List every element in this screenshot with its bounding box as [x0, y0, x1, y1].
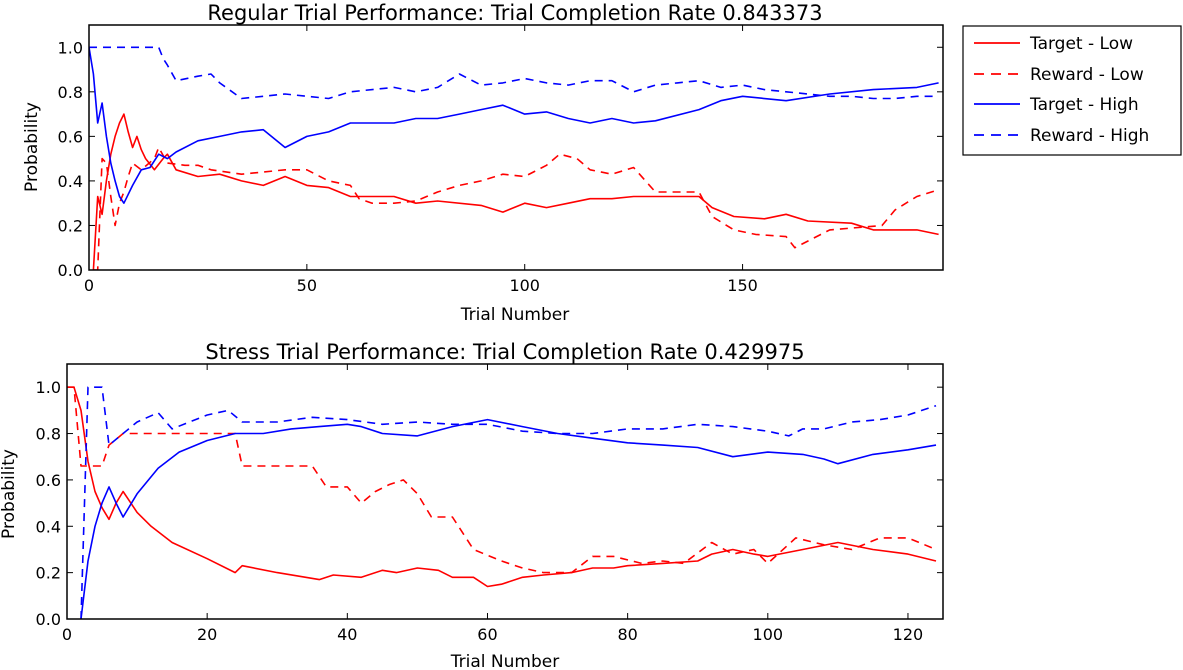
y-tick-label: 0.6 [36, 471, 61, 490]
x-tick-label: 40 [337, 625, 357, 644]
x-tick-label: 0 [62, 625, 72, 644]
chart-title: Regular Trial Performance: Trial Complet… [207, 1, 822, 25]
legend-label: Target - Low [1029, 34, 1133, 54]
tick-group: 0 20 40 60 80 100 120 0.0 0.2 0.4 0.6 0.8 1.0 [36, 364, 943, 644]
y-tick-label: 0.6 [58, 127, 83, 146]
series-line-target-high [89, 47, 939, 204]
y-tick-label: 0.8 [58, 83, 83, 102]
x-tick-label: 120 [893, 625, 924, 644]
x-axis-label: Trial Number [460, 305, 569, 325]
y-tick-label: 0.0 [58, 261, 83, 280]
chart-title: Stress Trial Performance: Trial Completi… [205, 340, 804, 364]
series-lines [89, 46, 939, 270]
x-tick-label: 80 [617, 625, 637, 644]
y-tick-label: 1.0 [36, 378, 61, 397]
series-line-target-low [67, 386, 937, 588]
y-tick-label: 0.4 [58, 172, 83, 191]
legend-entry-target-high: Target - High [974, 95, 1139, 115]
legend-frame [962, 25, 1182, 156]
legend-label: Reward - Low [1030, 65, 1144, 85]
legend-label: Reward - High [1030, 126, 1149, 146]
y-tick-label: 0.0 [36, 610, 61, 629]
x-axis-label: Trial Number [450, 652, 559, 670]
x-tick-label: 50 [297, 276, 317, 295]
x-tick-label: 100 [753, 625, 784, 644]
regular-trial-chart: Regular Trial Performance: Trial Complet… [22, 1, 944, 325]
legend-entry-reward-high: Reward - High [974, 126, 1149, 146]
legend-entry-target-low: Target - Low [974, 34, 1133, 54]
y-tick-label: 0.2 [58, 216, 83, 235]
plot-frame [66, 363, 944, 620]
series-line-target-high [80, 418, 937, 619]
legend: Target - Low Reward - Low Target - High … [962, 25, 1182, 156]
x-tick-label: 100 [509, 276, 540, 295]
series-lines [67, 386, 937, 619]
y-tick-label: 0.8 [36, 425, 61, 444]
x-tick-label: 60 [477, 625, 497, 644]
series-line-target-low [92, 113, 939, 270]
legend-entry-reward-low: Reward - Low [974, 65, 1144, 85]
x-tick-label: 20 [197, 625, 217, 644]
series-line-reward-low [93, 146, 939, 270]
stress-trial-chart: Stress Trial Performance: Trial Completi… [0, 340, 944, 670]
series-line-reward-high [80, 386, 937, 619]
y-tick-label: 0.2 [36, 564, 61, 583]
y-tick-label: 1.0 [58, 38, 83, 57]
y-axis-label: Probability [0, 449, 19, 539]
tick-group: 0 50 100 150 0.0 0.2 0.4 0.6 0.8 1.0 [58, 25, 943, 295]
plot-frame [88, 24, 944, 271]
x-tick-label: 150 [727, 276, 758, 295]
y-tick-label: 0.4 [36, 517, 61, 536]
y-axis-label: Probability [22, 102, 42, 192]
legend-label: Target - High [1029, 95, 1139, 115]
series-line-reward-high [89, 46, 939, 100]
series-line-reward-low [67, 386, 937, 574]
x-tick-label: 0 [84, 276, 94, 295]
